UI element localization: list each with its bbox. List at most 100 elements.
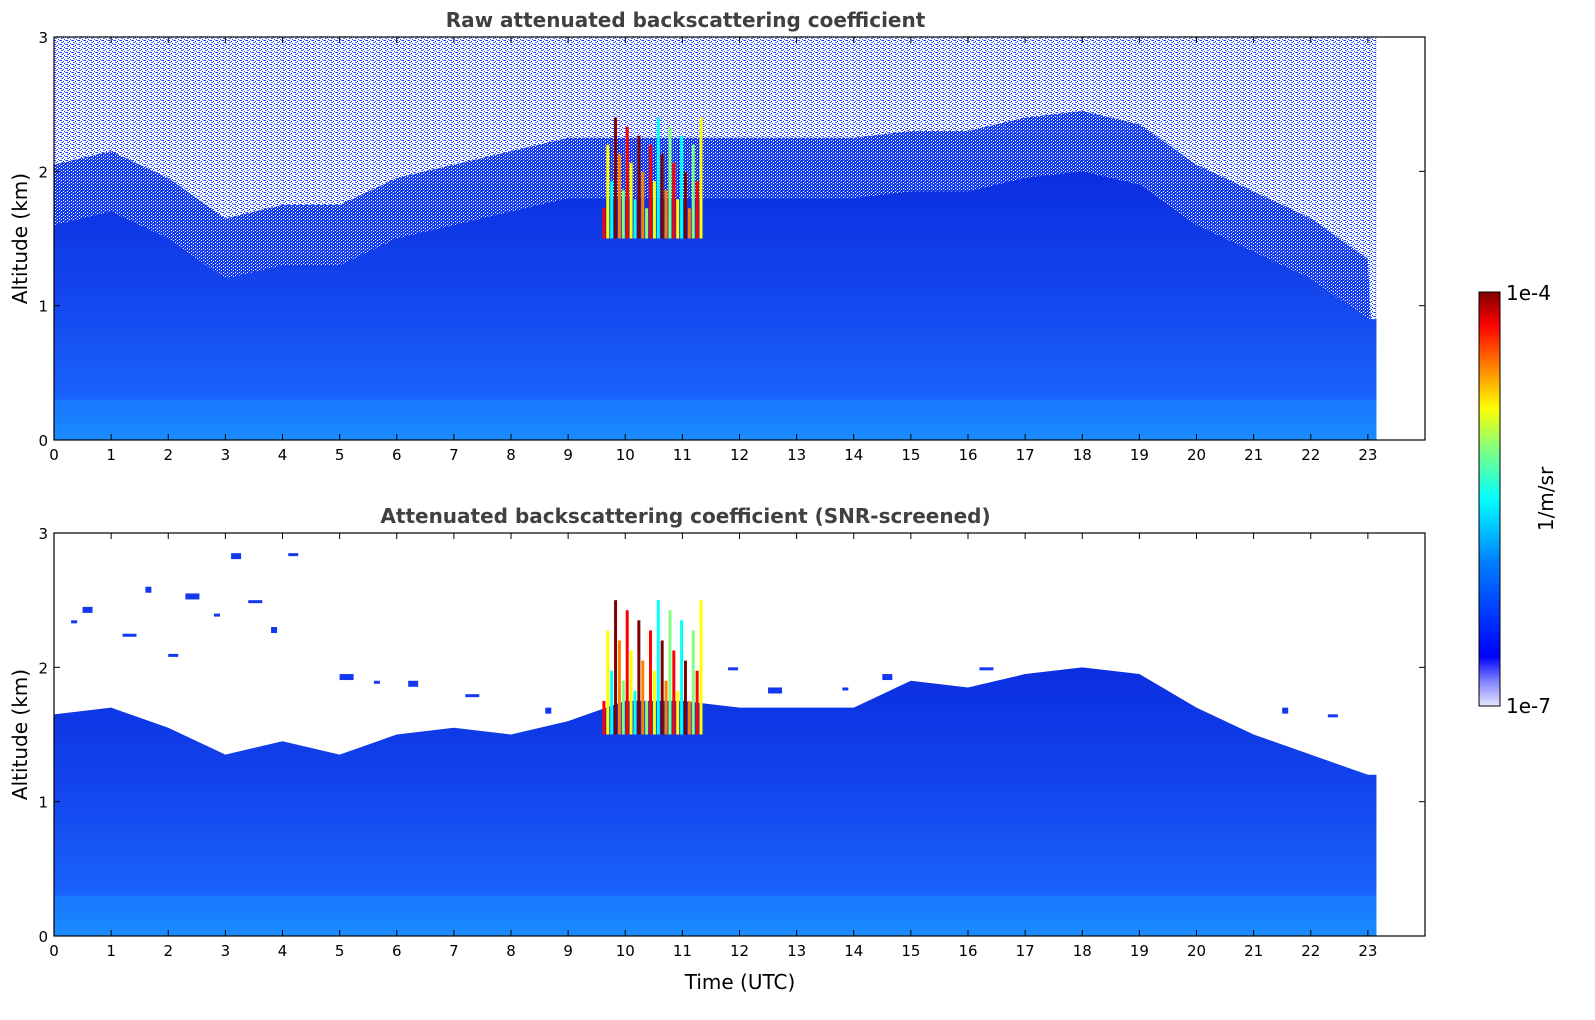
screened-fragment — [882, 674, 893, 681]
colorbar-gradient — [1478, 291, 1501, 707]
boundary-layer — [54, 171, 1377, 440]
x-tick-label: 9 — [563, 942, 573, 960]
x-tick-label: 20 — [1187, 446, 1206, 464]
cloud-streak — [606, 630, 610, 735]
cloud-streak — [641, 660, 645, 735]
cloud-streak — [683, 660, 687, 735]
cloud-streak — [680, 620, 684, 735]
x-tick-label: 23 — [1358, 942, 1377, 960]
x-tick-label: 1 — [106, 942, 116, 960]
x-tick-label: 0 — [49, 942, 59, 960]
colorbar-unit-label: 1/m/sr — [1534, 466, 1558, 531]
cloud-streak — [629, 650, 633, 735]
cloud-streak — [664, 680, 668, 735]
screened-fragment — [71, 620, 78, 624]
screened-fragment — [408, 680, 419, 687]
x-tick-label: 19 — [1130, 446, 1149, 464]
y-tick-label: 0 — [38, 928, 48, 946]
y-tick-label: 0 — [38, 432, 48, 450]
x-tick-label: 16 — [958, 446, 977, 464]
cloud-streak — [617, 640, 621, 735]
x-tick-label: 4 — [278, 942, 288, 960]
cloud-streak — [617, 153, 621, 239]
cloud-streak — [602, 208, 606, 239]
cloud-streak — [645, 700, 649, 735]
plot-title: Raw attenuated backscattering coefficien… — [446, 8, 926, 32]
screened-fragment — [728, 667, 739, 671]
screened-fragment — [288, 553, 299, 557]
cloud-streak — [610, 181, 614, 239]
screened-fragment — [168, 653, 179, 657]
cloud-streak — [633, 690, 637, 735]
cloud-streak — [672, 650, 676, 735]
x-tick-label: 15 — [901, 446, 920, 464]
cloud-streak — [621, 190, 625, 239]
cloud-streak — [699, 600, 703, 735]
panel-1: Raw attenuated backscattering coefficien… — [8, 8, 1426, 464]
y-tick-label: 1 — [38, 298, 48, 316]
cloud-streak — [695, 181, 699, 239]
y-tick-label: 1 — [38, 794, 48, 812]
cloud-streak — [637, 620, 641, 735]
cloud-streak — [614, 117, 618, 239]
x-tick-label: 17 — [1016, 942, 1035, 960]
x-tick-label: 15 — [901, 942, 920, 960]
cloud-streak — [672, 162, 676, 239]
x-tick-label: 8 — [506, 942, 516, 960]
cloud-streak — [633, 199, 637, 239]
cloud-streak — [691, 144, 695, 239]
screened-fragment — [1282, 707, 1289, 714]
x-tick-label: 14 — [844, 446, 863, 464]
x-tick-label: 17 — [1016, 446, 1035, 464]
boundary-layer — [54, 667, 1377, 936]
panel-2: Attenuated backscattering coefficient (S… — [8, 504, 1426, 994]
cloud-streak — [668, 126, 672, 239]
x-tick-label: 2 — [163, 942, 173, 960]
x-tick-label: 13 — [787, 446, 806, 464]
x-tick-label: 18 — [1073, 942, 1092, 960]
x-tick-label: 16 — [958, 942, 977, 960]
x-tick-label: 14 — [844, 942, 863, 960]
x-tick-label: 11 — [673, 446, 692, 464]
cloud-streak — [676, 690, 680, 735]
cloud-streak — [610, 670, 614, 735]
cloud-streak — [656, 117, 660, 239]
cloud-streak — [695, 670, 699, 735]
heatmap-area — [54, 37, 1377, 440]
cloud-streak — [664, 190, 668, 239]
screened-fragment — [82, 606, 93, 613]
x-tick-label: 10 — [616, 942, 635, 960]
cloud-streak — [660, 640, 664, 735]
colorbar-max-label: 1e-4 — [1506, 281, 1551, 305]
x-tick-label: 20 — [1187, 942, 1206, 960]
x-tick-label: 5 — [335, 446, 345, 464]
cloud-streak — [691, 630, 695, 735]
x-tick-label: 5 — [335, 942, 345, 960]
x-tick-label: 4 — [278, 446, 288, 464]
x-tick-label: 2 — [163, 446, 173, 464]
cloud-streak — [602, 700, 606, 735]
colorbar-min-label: 1e-7 — [1506, 694, 1551, 718]
x-tick-label: 18 — [1073, 446, 1092, 464]
screened-fragment — [213, 613, 220, 617]
x-tick-label: 13 — [787, 942, 806, 960]
x-tick-label: 9 — [563, 446, 573, 464]
x-axis-label: Time (UTC) — [684, 970, 796, 994]
screened-fragment — [248, 600, 263, 604]
screened-fragment — [271, 627, 278, 634]
x-tick-label: 3 — [221, 446, 231, 464]
plot-title: Attenuated backscattering coefficient (S… — [380, 504, 990, 528]
cloud-streak — [637, 135, 641, 239]
cloud-streak — [699, 117, 703, 239]
cloud-streak — [625, 126, 629, 239]
x-tick-label: 12 — [730, 446, 749, 464]
cloud-streak — [683, 172, 687, 239]
cloud-streak — [649, 144, 653, 239]
screened-fragment — [185, 593, 200, 600]
screened-fragment — [373, 680, 380, 684]
cloud-streak — [687, 208, 691, 239]
x-tick-label: 1 — [106, 446, 116, 464]
screened-fragment — [979, 667, 994, 671]
colorbar: 1e-4 1e-7 1/m/sr — [1478, 281, 1558, 718]
screened-fragment — [1327, 714, 1338, 718]
